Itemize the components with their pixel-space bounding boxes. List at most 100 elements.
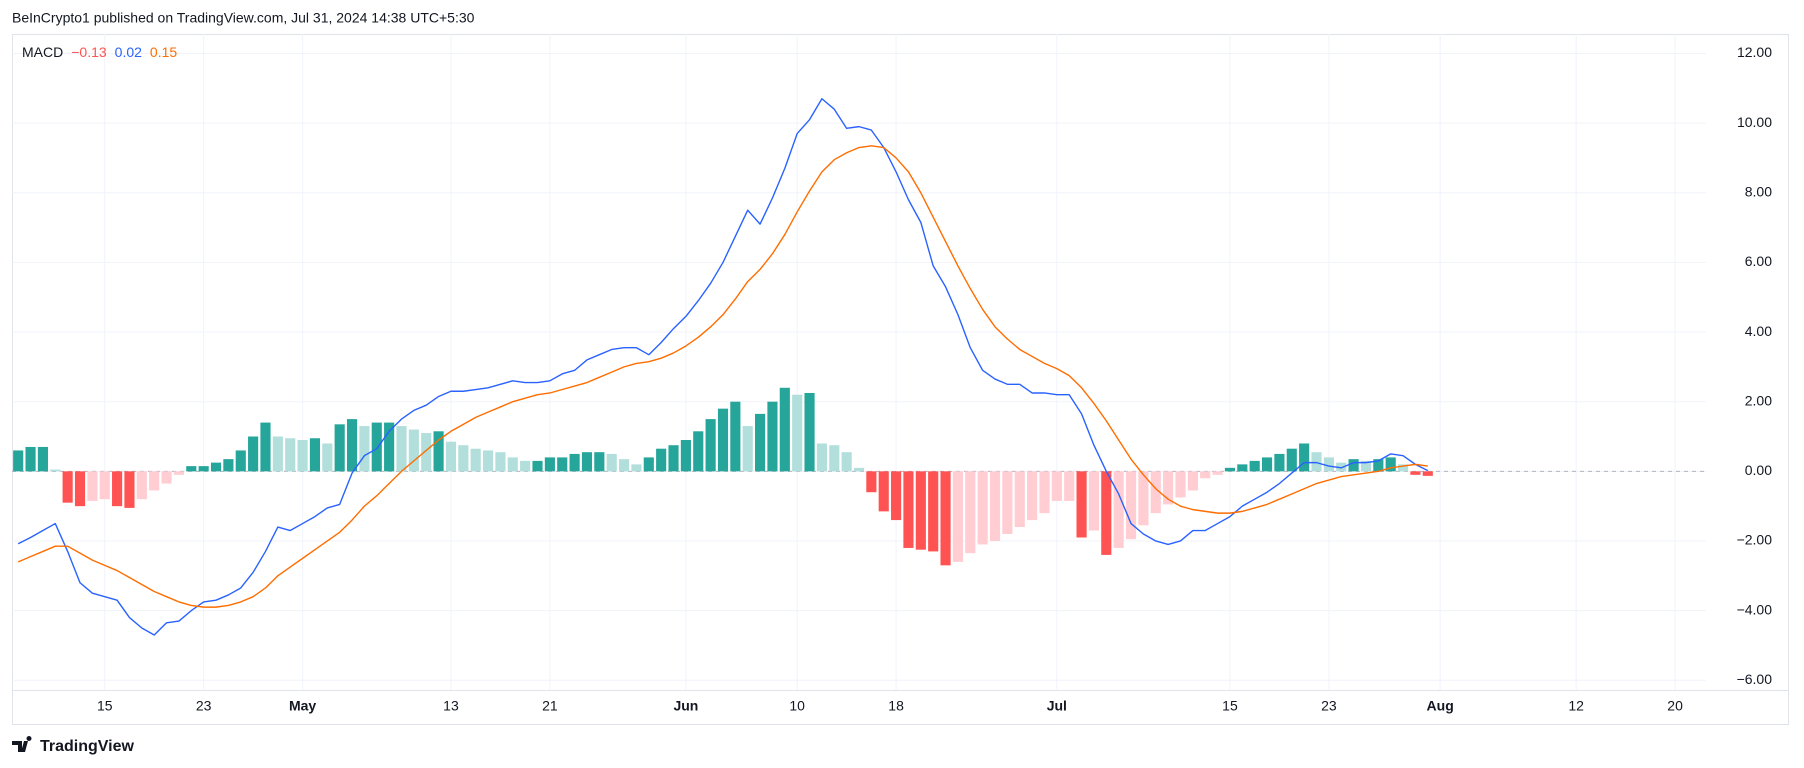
x-tick-label: Aug — [1427, 698, 1454, 714]
histogram-bar — [1224, 467, 1236, 472]
histogram-bar — [1150, 471, 1161, 514]
histogram-bar — [569, 453, 580, 472]
histogram-bar — [829, 445, 840, 472]
histogram-bar — [1249, 460, 1260, 472]
histogram-bar — [161, 471, 172, 484]
y-tick-label: −6.00 — [1737, 671, 1773, 687]
histogram-bar — [1064, 471, 1075, 501]
histogram-bar — [62, 471, 73, 503]
histogram-bar — [433, 431, 444, 472]
histogram-bar — [1125, 471, 1137, 540]
legend: MACD −0.13 0.02 0.15 — [22, 44, 177, 60]
histogram-bar — [1002, 471, 1013, 535]
histogram-bar — [445, 441, 457, 472]
x-tick-label: 13 — [443, 698, 459, 714]
histogram-bar — [1360, 460, 1372, 472]
histogram-bar — [248, 436, 259, 472]
histogram-bar — [408, 429, 419, 472]
histogram-bar — [940, 471, 951, 566]
histogram-bar — [223, 459, 234, 472]
histogram-bar — [1014, 471, 1025, 528]
histogram-bar — [99, 471, 110, 500]
x-tick-label: 15 — [1222, 698, 1238, 714]
histogram-bar — [470, 448, 481, 472]
histogram-bar — [742, 426, 753, 472]
legend-value: 0.15 — [150, 44, 177, 60]
y-tick-label: 10.00 — [1737, 114, 1772, 130]
histogram-bar — [952, 471, 963, 562]
histogram-bar — [977, 471, 988, 545]
histogram-bar — [1237, 464, 1248, 472]
histogram-bar — [1076, 471, 1087, 538]
histogram-bar — [396, 426, 407, 472]
x-tick-label: 21 — [542, 698, 558, 714]
x-tick-label: 12 — [1568, 698, 1584, 714]
histogram-bar — [371, 422, 382, 472]
histogram-bar — [594, 452, 605, 472]
publish-header: BeInCrypto1 published on TradingView.com… — [12, 10, 475, 26]
histogram-bar — [544, 457, 555, 472]
histogram-bar — [1163, 471, 1174, 505]
histogram-bar — [668, 445, 679, 472]
x-tick-label: 20 — [1667, 698, 1683, 714]
y-tick-label: 8.00 — [1745, 183, 1772, 199]
histogram-bar — [1051, 471, 1062, 501]
histogram-bar — [1397, 464, 1409, 472]
histogram-bar — [136, 471, 147, 500]
y-tick-label: −2.00 — [1737, 532, 1773, 548]
histogram-bar — [903, 471, 914, 548]
y-tick-label: −4.00 — [1737, 601, 1773, 617]
histogram-bar — [482, 450, 494, 472]
histogram-bar — [1385, 457, 1396, 472]
histogram-bar — [891, 471, 902, 521]
histogram-bar — [557, 457, 568, 472]
y-tick-label: 0.00 — [1745, 462, 1772, 478]
x-tick-label: Jun — [673, 698, 698, 714]
histogram-bar — [866, 471, 877, 493]
logo-mark — [12, 736, 32, 752]
histogram-bar — [1200, 471, 1211, 479]
histogram-bar — [643, 457, 654, 472]
histogram-bar — [1088, 471, 1100, 531]
y-tick-label: 12.00 — [1737, 44, 1772, 60]
histogram-bar — [1039, 471, 1050, 514]
histogram-bar — [25, 446, 36, 472]
histogram-bar — [693, 431, 704, 472]
legend-value: 0.02 — [115, 44, 142, 60]
histogram-bar — [297, 439, 308, 472]
histogram-bar — [50, 469, 61, 472]
histogram-bar — [841, 452, 852, 472]
histogram-bar — [915, 471, 926, 550]
histogram-bar — [322, 443, 333, 472]
histogram-bar — [853, 467, 865, 472]
x-tick-label: 18 — [888, 698, 904, 714]
histogram-bar — [421, 433, 432, 472]
x-tick-label: 15 — [97, 698, 113, 714]
histogram-bar — [618, 459, 630, 472]
histogram-bar — [581, 452, 593, 472]
histogram-bar — [13, 450, 24, 472]
histogram-bar — [965, 471, 976, 554]
y-tick-label: 2.00 — [1745, 392, 1772, 408]
histogram-bar — [1212, 471, 1223, 475]
histogram-bar — [755, 413, 766, 472]
histogram-bar — [198, 466, 209, 472]
histogram-bar — [680, 439, 691, 472]
chart-frame — [12, 34, 1789, 725]
histogram-bar — [124, 471, 135, 508]
histogram-bar — [87, 471, 98, 501]
x-tick-label: 23 — [1321, 698, 1337, 714]
histogram-bar — [1410, 471, 1421, 475]
histogram-bar — [285, 438, 296, 472]
histogram-bar — [767, 401, 778, 472]
histogram-bar — [1336, 462, 1347, 472]
histogram-bar — [1101, 471, 1112, 555]
histogram-bar — [1027, 471, 1038, 521]
histogram-bar — [1348, 459, 1359, 472]
histogram-bar — [173, 471, 184, 475]
histogram-bar — [1113, 471, 1124, 548]
histogram-bar — [631, 464, 642, 472]
x-tick-label: Jul — [1047, 698, 1067, 714]
histogram-bar — [260, 422, 271, 472]
